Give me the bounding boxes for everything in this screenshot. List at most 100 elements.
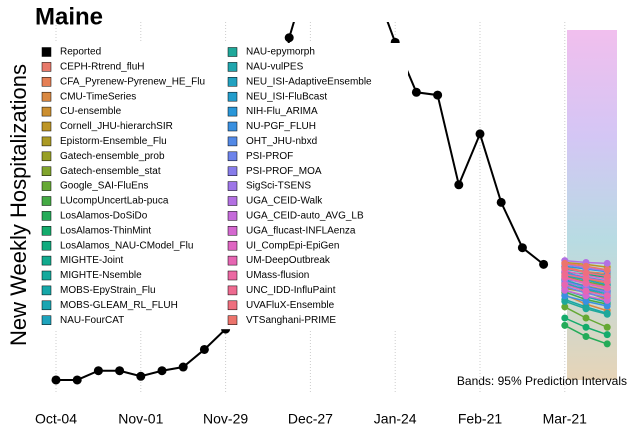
- legend-label: Epistorm-Ensemble_Flu: [60, 136, 167, 147]
- forecast-point: [582, 314, 590, 322]
- legend-swatch: [41, 270, 52, 281]
- forecast-point: [561, 292, 569, 300]
- forecast-point: [603, 331, 611, 339]
- forecast-point: [603, 340, 611, 348]
- forecast-point: [603, 292, 611, 300]
- legend-label: MIGHTE-Joint: [60, 255, 124, 266]
- x-tick-label: Mar-21: [543, 411, 588, 427]
- plot-area: [51, 22, 611, 385]
- legend-label: LosAlamos-DoSiDo: [60, 211, 148, 222]
- legend-label: CEPH-Rtrend_fluH: [60, 62, 144, 73]
- forecast-point: [582, 269, 590, 277]
- legend-label: Google_SAI-FluEns: [60, 181, 148, 192]
- forecast-point: [561, 321, 569, 329]
- legend-swatch: [41, 196, 52, 206]
- forecast-point: [561, 259, 569, 267]
- legend-label: NAU-vulPES: [246, 62, 304, 73]
- legend-label: NAU-epymorph: [246, 47, 315, 58]
- legend-swatch: [227, 285, 238, 296]
- chart-title: Maine: [35, 3, 103, 30]
- reported-point: [411, 87, 421, 97]
- reported-point: [539, 259, 549, 269]
- legend-label: NU-PGF_FLUH: [246, 121, 316, 132]
- legend-label: LosAlamos-ThinMint: [60, 225, 151, 236]
- legend-swatch: [41, 151, 52, 162]
- x-tick-label: Jan-24: [374, 411, 417, 427]
- reported-point: [72, 375, 82, 385]
- legend-label: MOBS-GLEAM_RL_FLUH: [60, 300, 178, 311]
- legend-swatch: [41, 106, 52, 117]
- forecast-point: [603, 310, 611, 318]
- legend-label: LosAlamos_NAU-CModel_Flu: [60, 240, 193, 251]
- legend-label: NIH-Flu_ARIMA: [246, 106, 318, 117]
- legend: Reported CEPH-Rtrend_fluH CFA_Pyrenew-Pyre…: [38, 43, 408, 330]
- legend-swatch: [41, 47, 52, 57]
- forecast-point: [603, 278, 611, 286]
- forecast-point: [582, 333, 590, 340]
- forecast-point: [603, 266, 611, 274]
- legend-label: NEU_ISI-AdaptiveEnsemble: [246, 76, 372, 87]
- forecast-point: [603, 283, 611, 291]
- forecast-point: [582, 287, 590, 295]
- legend-swatch: [41, 121, 52, 132]
- reported-point: [433, 90, 443, 100]
- legend-swatch: [41, 240, 52, 251]
- legend-swatch: [41, 181, 52, 191]
- forecast-point: [582, 262, 590, 270]
- forecast-point: [561, 297, 569, 305]
- forecast-point: [561, 281, 569, 289]
- legend-label: UVAFluX-Ensemble: [246, 300, 335, 311]
- legend-swatch: [227, 270, 238, 281]
- reported-point: [178, 362, 188, 372]
- legend-swatch: [227, 255, 238, 266]
- forecast-point: [603, 259, 611, 267]
- legend-label: Cornell_JHU-hierarchSIR: [60, 121, 173, 132]
- forecast-point: [561, 271, 569, 279]
- x-tick-label: Nov-29: [203, 411, 248, 427]
- legend-swatch: [227, 136, 238, 147]
- legend-label: Gatech-ensemble_prob: [60, 151, 165, 162]
- forecast-point: [582, 274, 590, 282]
- legend-label: CFA_Pyrenew-Pyrenew_HE_Flu: [60, 76, 205, 87]
- legend-label: UGA_CEID-auto_AVG_LB: [246, 211, 364, 222]
- legend-swatch: [227, 106, 238, 117]
- legend-label: Gatech-ensemble_stat: [60, 166, 161, 177]
- legend-label: Reported: [60, 47, 101, 58]
- legend-swatch: [41, 77, 52, 87]
- legend-swatch: [227, 211, 238, 221]
- legend-swatch: [41, 300, 52, 311]
- legend-swatch: [227, 240, 238, 251]
- legend-label: OHT_JHU-nbxd: [246, 136, 317, 147]
- legend-swatch: [227, 151, 238, 162]
- reported-point: [199, 344, 209, 354]
- legend-swatch: [41, 226, 52, 236]
- reported-point: [93, 366, 103, 376]
- legend-swatch: [41, 91, 52, 102]
- forecast-point: [561, 286, 569, 294]
- x-tick-label: Dec-27: [288, 411, 333, 427]
- legend-swatch: [41, 166, 52, 176]
- legend-swatch: [227, 181, 238, 191]
- legend-swatch: [227, 226, 238, 236]
- prediction-band: [567, 30, 617, 380]
- legend-label: NAU-FourCAT: [60, 315, 124, 326]
- legend-swatch: [41, 136, 52, 147]
- reported-point: [475, 129, 485, 139]
- legend-swatch: [227, 47, 238, 57]
- legend-label: UGA_CEID-Walk: [246, 196, 323, 207]
- forecast-point: [603, 302, 611, 310]
- forecast-point: [603, 272, 611, 280]
- legend-label: LUcompUncertLab-puca: [60, 196, 169, 207]
- legend-swatch: [41, 285, 52, 296]
- reported-point: [136, 371, 146, 381]
- reported-point: [115, 366, 125, 376]
- legend-swatch: [227, 300, 238, 311]
- legend-swatch: [41, 211, 52, 221]
- reported-point: [284, 33, 294, 43]
- legend-swatch: [227, 196, 238, 206]
- legend-background: [38, 43, 408, 330]
- forecast-point: [582, 323, 590, 331]
- legend-label: UM-DeepOutbreak: [246, 255, 331, 266]
- legend-label: UGA_flucast-INFLAenza: [246, 225, 356, 236]
